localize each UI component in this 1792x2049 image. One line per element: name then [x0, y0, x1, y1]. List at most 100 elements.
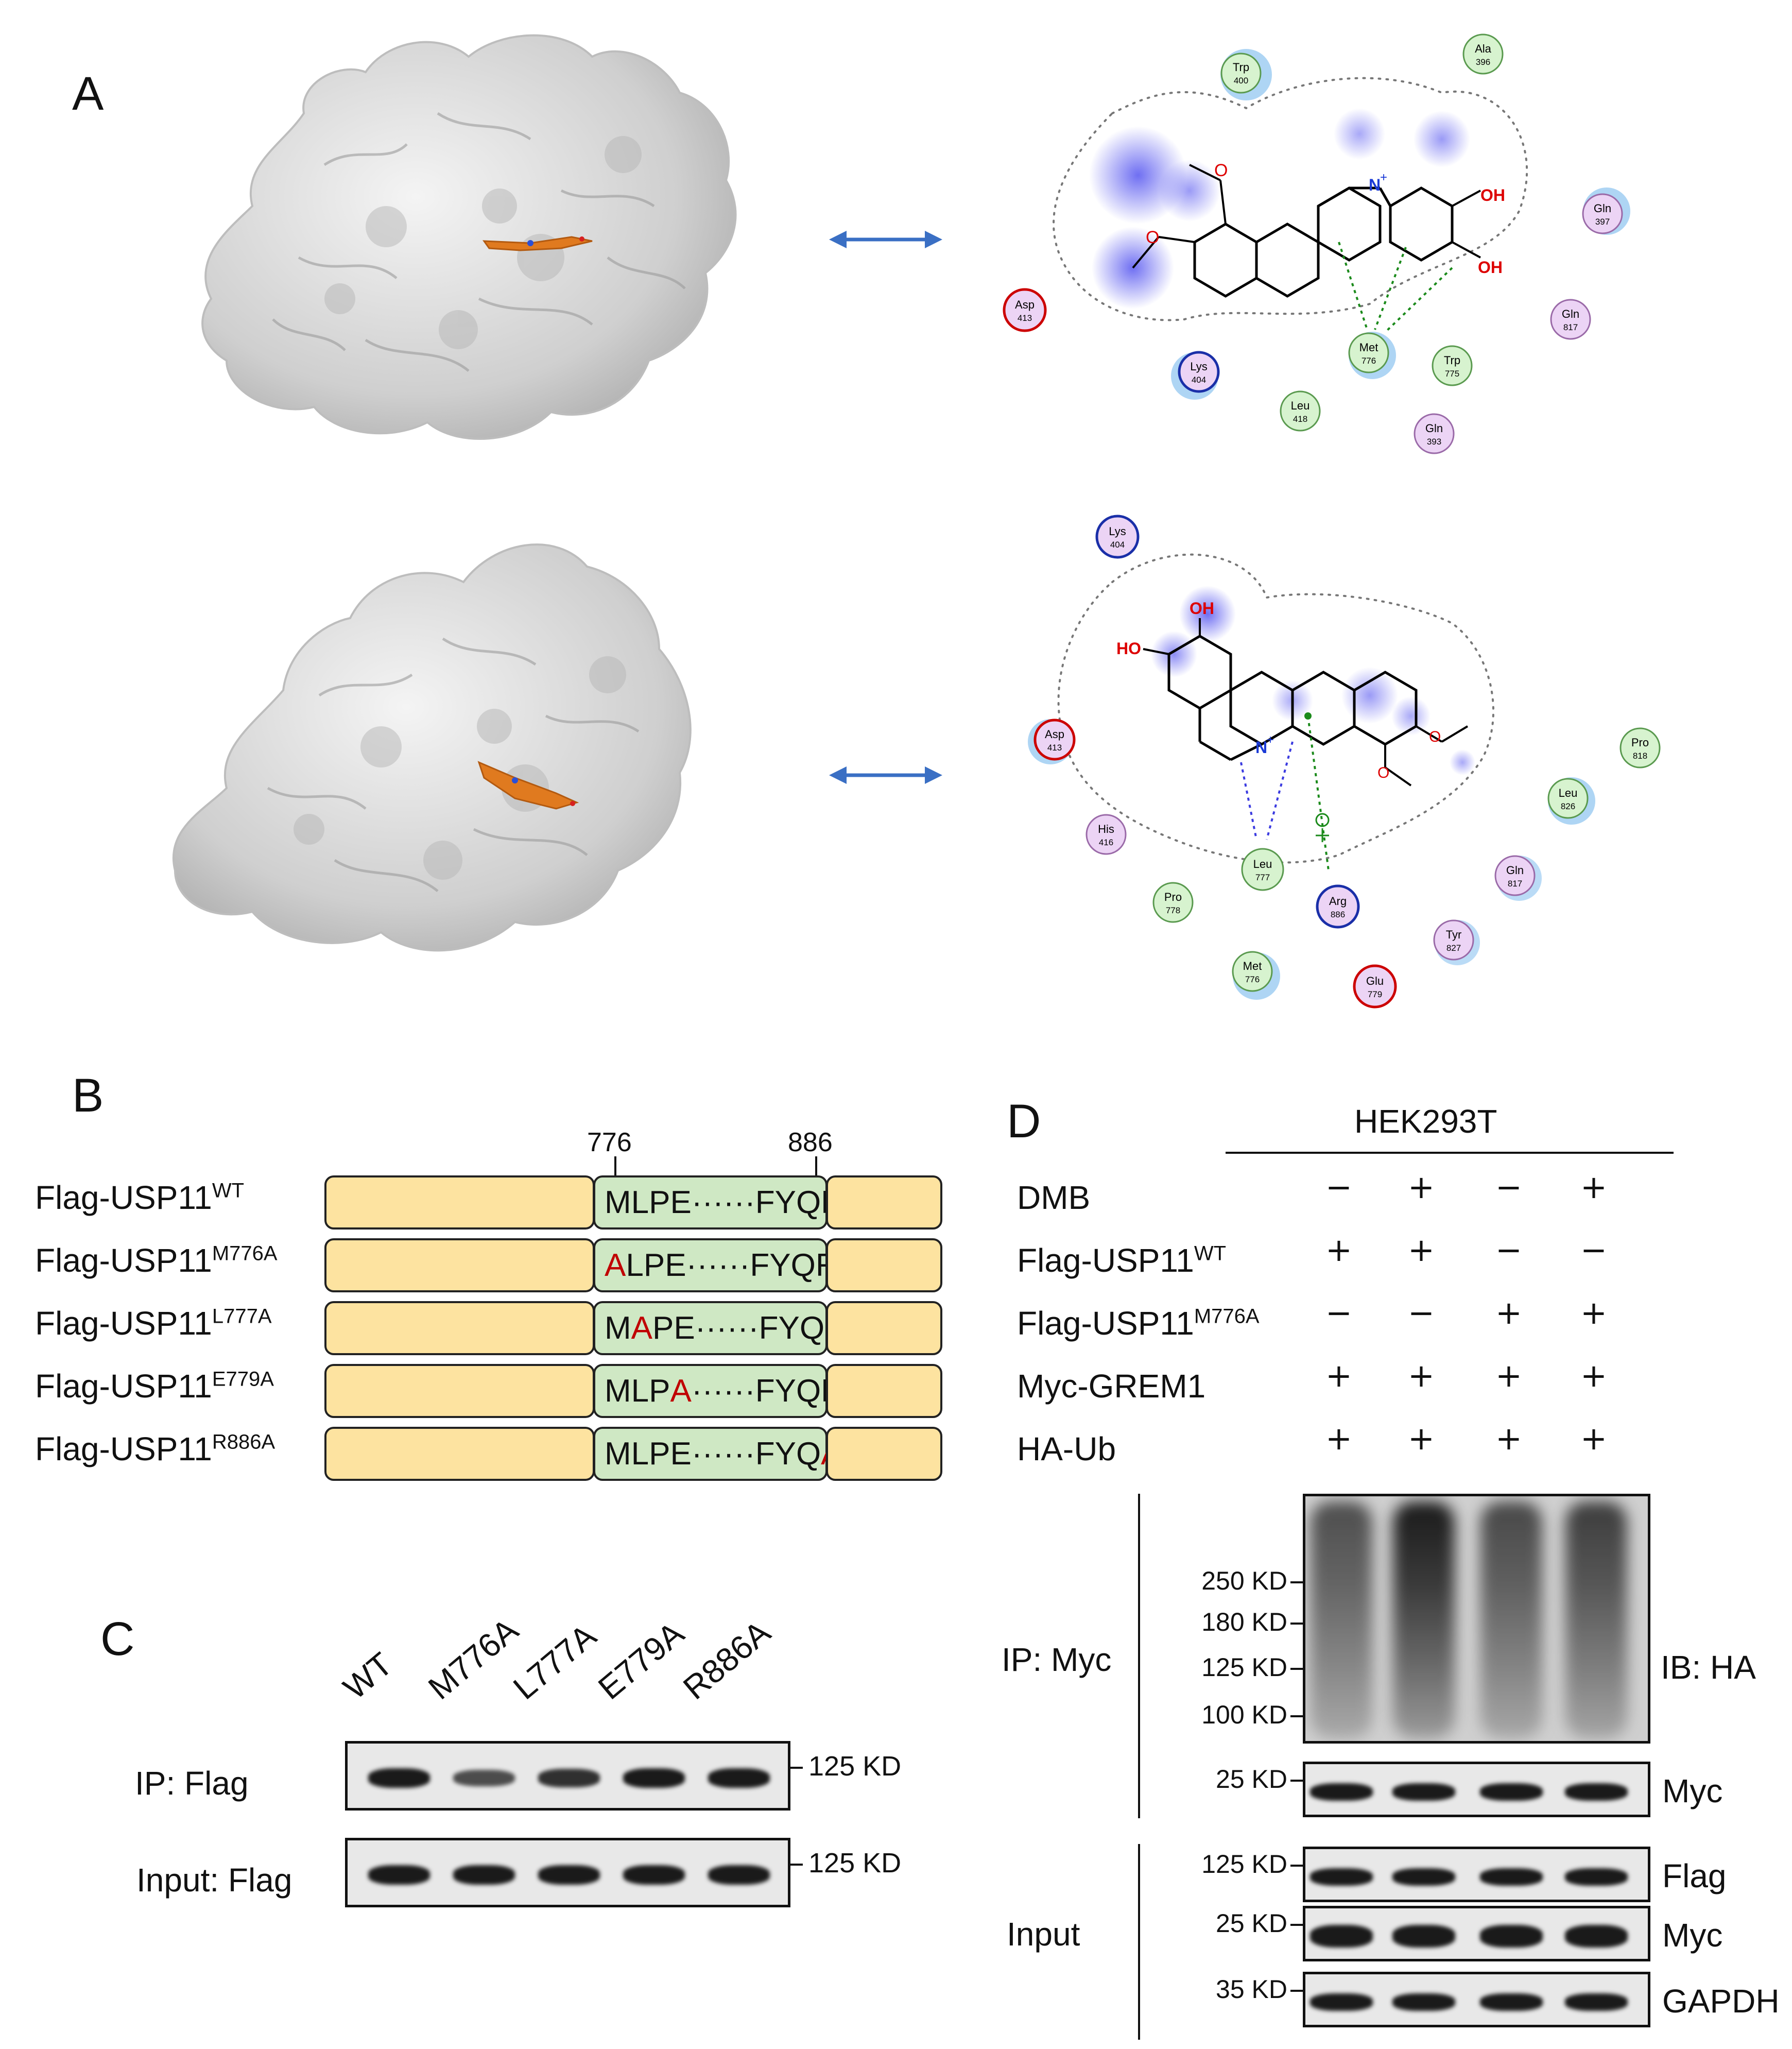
mw-marker-tick [1290, 1715, 1303, 1717]
svg-text:886: 886 [1331, 910, 1345, 919]
tick-886 [815, 1156, 817, 1176]
western-blot [345, 1838, 790, 1907]
svg-text:Pro: Pro [1631, 736, 1649, 749]
mw-marker-tick [1290, 1581, 1303, 1583]
blot-band [1310, 1868, 1373, 1886]
mw-marker-label: 125 KD [1201, 1653, 1287, 1682]
domain-binding-region: MLP A ······FYQR [593, 1364, 844, 1418]
condition-sign: + [1580, 1168, 1607, 1206]
blot-row-label: Input: Flag [136, 1862, 292, 1899]
blot-band [1310, 1993, 1373, 2011]
residue-pro818: Pro 818 [1619, 727, 1661, 769]
position-886: 886 [788, 1128, 833, 1157]
svg-text:779: 779 [1368, 989, 1382, 999]
blot-band [1480, 1993, 1543, 2011]
construct-label: Flag-USP11R886A [35, 1430, 275, 1467]
ligand-interaction-diagram-bottom: OH HO O O N + Lys 404 Asp 413 His 416 [1028, 515, 1661, 1009]
domain-binding-region: A LPE······FYQR [593, 1238, 839, 1292]
mw-marker-tick [1290, 1668, 1303, 1670]
svg-text:Met: Met [1243, 960, 1262, 972]
ip-bracket-line [1138, 1494, 1140, 1818]
residue-lys404-b: Lys 404 [1095, 515, 1140, 559]
atom-n-bottom: N [1255, 738, 1267, 757]
svg-text:Leu: Leu [1559, 787, 1578, 799]
svg-text:Leu: Leu [1253, 858, 1272, 870]
svg-text:Pro: Pro [1164, 891, 1182, 903]
lane-label: R886A [676, 1613, 778, 1707]
mw-marker-label: 25 KD [1216, 1909, 1287, 1938]
ub-smear [1480, 1501, 1542, 1738]
blot-band [368, 1865, 430, 1885]
condition-label: DMB [1017, 1179, 1091, 1216]
blot-row-label: IP: Flag [135, 1765, 249, 1802]
marker-tick [790, 1767, 803, 1769]
svg-text:Gln: Gln [1425, 422, 1443, 435]
blot-band [1565, 1925, 1628, 1948]
domain-binding-region: MLPE······FYQR [593, 1175, 844, 1230]
svg-text:397: 397 [1595, 217, 1610, 227]
cell-line-label: HEK293T [1354, 1103, 1497, 1140]
western-blot-myc [1303, 1762, 1650, 1817]
blot-band [538, 1865, 600, 1885]
mw-marker-tick [1290, 1924, 1303, 1926]
svg-text:778: 778 [1166, 906, 1180, 915]
domain-c-terminal [826, 1238, 942, 1292]
marker-label: 125 KD [808, 1751, 902, 1782]
construct-label: Flag-USP11M776A [35, 1242, 278, 1279]
sequence: MLPE······FYQA [605, 1429, 842, 1479]
residue-tyr827: Tyr 827 [1433, 919, 1480, 965]
residue-asp413: Asp 413 [1003, 288, 1047, 332]
condition-sign: − [1495, 1168, 1522, 1206]
svg-text:418: 418 [1293, 414, 1307, 424]
construct-label: Flag-USP11L777A [35, 1305, 272, 1342]
construct-label: Flag-USP11E779A [35, 1368, 274, 1405]
atom-n: N [1369, 176, 1381, 194]
residue-his416: His 416 [1085, 814, 1127, 855]
residue-ala396: Ala 396 [1462, 33, 1504, 75]
residue-leu777: Leu 777 [1241, 848, 1284, 891]
atom-plus: + [1380, 170, 1387, 184]
sequence: MLP A ······FYQR [605, 1373, 844, 1409]
domain-c-terminal [826, 1301, 942, 1355]
residue-gln397: Gln 397 [1582, 187, 1630, 235]
svg-text:776: 776 [1245, 975, 1260, 984]
mw-marker-tick [1290, 1623, 1303, 1625]
ub-smear [1565, 1501, 1627, 1738]
blot-band [1392, 1925, 1455, 1948]
condition-sign: − [1325, 1294, 1352, 1331]
domain-n-terminal [324, 1238, 595, 1292]
residue-leu826: Leu 826 [1547, 777, 1595, 825]
condition-sign: + [1495, 1294, 1522, 1331]
svg-text:Gln: Gln [1594, 202, 1611, 215]
domain-n-terminal [324, 1301, 595, 1355]
western-blot-gapdh [1303, 1972, 1650, 2027]
ligand-interaction-diagram-top: O O OH OH N + Trp 400 Ala 396 Gln 397 Gl… [1003, 33, 1630, 454]
cell-line-underline [1226, 1152, 1674, 1154]
double-arrow-bottom-icon [829, 766, 942, 784]
ub-smear [1311, 1501, 1372, 1738]
domain-binding-region: MLPE······FYQA [593, 1427, 842, 1481]
svg-text:Tyr: Tyr [1446, 928, 1462, 941]
condition-sign: + [1408, 1168, 1435, 1206]
ib-ha-label: IB: HA [1661, 1649, 1756, 1686]
sequence: A LPE······FYQR [605, 1248, 839, 1283]
blot-band [1565, 1783, 1628, 1801]
residue-trp775: Trp 775 [1432, 345, 1473, 386]
condition-sign: − [1495, 1231, 1522, 1269]
blot-band [1310, 1783, 1373, 1801]
blot-band [453, 1865, 515, 1885]
western-blot-myc [1303, 1906, 1650, 1961]
ub-smear [1393, 1501, 1455, 1738]
panel-label-d: D [1007, 1095, 1041, 1148]
svg-text:O: O [1429, 728, 1441, 745]
blot-band [623, 1768, 685, 1788]
residue-gln817-b: Gln 817 [1494, 855, 1542, 901]
blot-band [1392, 1783, 1455, 1801]
residue-asp413-b: Asp 413 [1028, 719, 1076, 764]
atom-oh-upper: OH [1190, 599, 1214, 618]
blot-band [1310, 1925, 1373, 1948]
western-blot [345, 1741, 790, 1811]
svg-text:Arg: Arg [1329, 895, 1347, 908]
residue-met776-b: Met 776 [1232, 951, 1280, 1000]
blot-band [538, 1769, 600, 1787]
